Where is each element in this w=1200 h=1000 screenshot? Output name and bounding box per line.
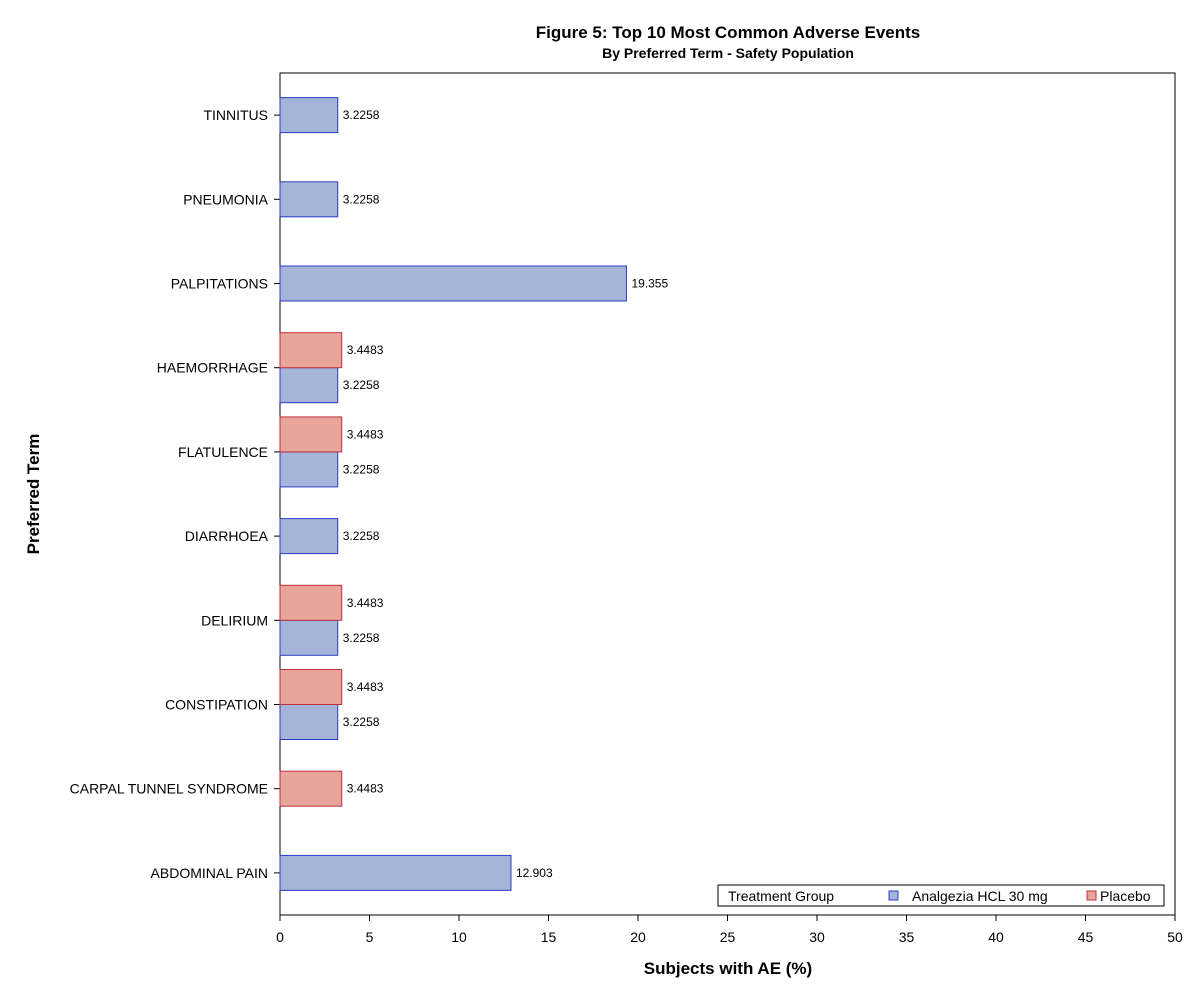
legend-label-analgezia: Analgezia HCL 30 mg (912, 888, 1048, 904)
y-tick-label-3: HAEMORRHAGE (157, 360, 268, 376)
y-tick-label-5: DIARRHOEA (185, 528, 269, 544)
data-label-analgezia-0: 3.2258 (343, 108, 380, 122)
data-label-analgezia-3: 3.2258 (343, 378, 380, 392)
data-label-analgezia-2: 19.355 (631, 277, 668, 291)
legend-swatch-analgezia (888, 890, 899, 901)
bar-analgezia-3 (279, 367, 339, 404)
x-tick-label-5: 25 (720, 929, 736, 945)
y-tick-label-4: FLATULENCE (178, 444, 268, 460)
x-tick-label-2: 10 (451, 929, 467, 945)
plot-frame (279, 72, 1176, 916)
data-label-analgezia-7: 3.2258 (343, 715, 380, 729)
data-label-placebo-7: 3.4483 (347, 680, 384, 694)
y-axis: TINNITUS PNEUMONIA PALPITATIONS HAEMORRHAGE… (70, 107, 280, 881)
y-tick-label-8: CARPAL TUNNEL SYNDROME (70, 781, 268, 797)
data-label-analgezia-9: 12.903 (516, 866, 553, 880)
data-label-placebo-3: 3.4483 (347, 343, 384, 357)
x-tick-label-3: 15 (541, 929, 557, 945)
y-tick-label-7: CONSTIPATION (165, 697, 268, 713)
y-tick-label-9: ABDOMINAL PAIN (151, 865, 268, 881)
legend-frame (717, 884, 1165, 907)
x-tick-label-9: 45 (1078, 929, 1094, 945)
y-tick-label-1: PNEUMONIA (183, 191, 268, 207)
data-label-analgezia-6: 3.2258 (343, 631, 380, 645)
y-tick-label-2: PALPITATIONS (171, 276, 268, 292)
bar-analgezia-4 (279, 451, 339, 488)
bar-analgezia-1 (279, 181, 339, 218)
legend: Treatment Group Analgezia HCL 30 mg Plac… (717, 884, 1165, 907)
bar-analgezia-2 (279, 265, 627, 302)
bar-placebo-6 (279, 584, 343, 621)
bar-analgezia-7 (279, 704, 339, 740)
x-tick-label-7: 35 (899, 929, 915, 945)
legend-label-placebo: Placebo (1100, 888, 1151, 904)
x-axis: 0 5 10 15 20 25 30 35 40 45 50 (276, 915, 1183, 945)
x-tick-label-0: 0 (276, 929, 284, 945)
x-tick-label-6: 30 (809, 929, 825, 945)
bars: 3.2258 3.2258 19.355 3.2258 3.4483 3.2258 3.44… (279, 97, 668, 891)
bar-analgezia-0 (279, 97, 339, 134)
x-tick-label-1: 5 (366, 929, 374, 945)
data-label-analgezia-1: 3.2258 (343, 192, 380, 206)
chart-title: Figure 5: Top 10 Most Common Adverse Eve… (536, 23, 920, 42)
bar-placebo-8 (279, 770, 343, 807)
bar-placebo-4 (279, 416, 343, 453)
legend-swatch-placebo (1086, 890, 1097, 901)
bar-analgezia-6 (279, 619, 339, 656)
chart-subtitle: By Preferred Term - Safety Population (602, 45, 854, 61)
y-axis-label: Preferred Term (24, 434, 43, 555)
data-label-analgezia-5: 3.2258 (343, 529, 380, 543)
data-label-placebo-4: 3.4483 (347, 427, 384, 441)
bar-analgezia-9 (279, 854, 512, 891)
bar-analgezia-5 (279, 518, 339, 555)
x-axis-label: Subjects with AE (%) (644, 959, 812, 978)
bar-placebo-7 (279, 669, 343, 705)
x-tick-label-8: 40 (988, 929, 1004, 945)
x-tick-label-10: 50 (1167, 929, 1183, 945)
data-label-placebo-6: 3.4483 (347, 596, 384, 610)
x-tick-label-4: 20 (630, 929, 646, 945)
y-tick-label-0: TINNITUS (203, 107, 268, 123)
y-tick-label-6: DELIRIUM (201, 612, 268, 628)
legend-title: Treatment Group (728, 888, 834, 904)
data-label-placebo-8: 3.4483 (347, 782, 384, 796)
bar-placebo-3 (279, 332, 343, 369)
data-label-analgezia-4: 3.2258 (343, 462, 380, 476)
